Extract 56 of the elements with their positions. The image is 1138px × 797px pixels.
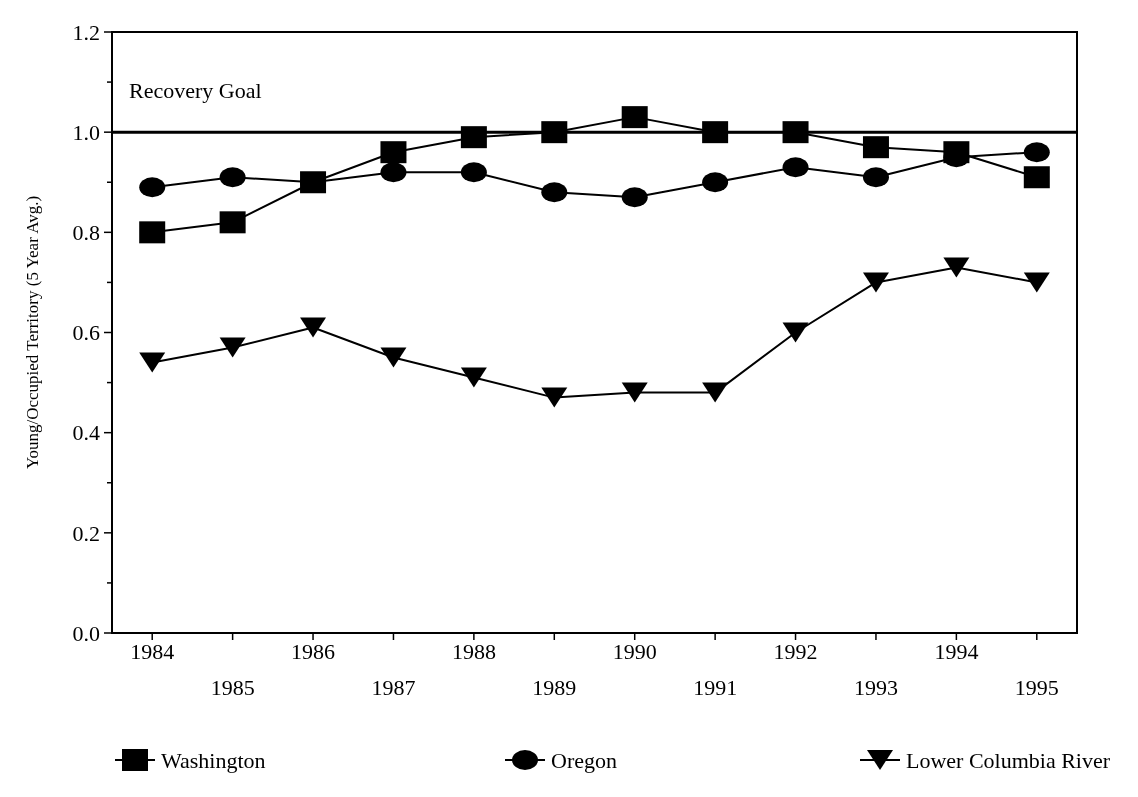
x-tick-label: 1995	[1014, 675, 1059, 700]
point	[219, 211, 246, 234]
point	[139, 221, 166, 244]
y-tick-label: 0.6	[72, 320, 100, 346]
point	[1023, 166, 1050, 189]
x-tick-label: 1988	[451, 639, 496, 664]
point	[862, 167, 889, 188]
point	[219, 337, 246, 358]
x-tick-label: 1991	[693, 675, 738, 700]
y-tick-label: 1.0	[72, 119, 100, 145]
x-tick-label: 1993	[853, 675, 898, 700]
legend-label: Oregon	[551, 747, 617, 773]
point	[1023, 142, 1050, 163]
point	[782, 322, 809, 343]
point	[862, 136, 889, 159]
point	[460, 126, 487, 149]
y-tick-label: 0.0	[72, 620, 100, 646]
x-tick-label: 1992	[773, 639, 818, 664]
x-tick-label: 1994	[934, 639, 979, 664]
y-axis-title: Young/Occupied Territory (5 Year Avg.)	[23, 195, 42, 470]
point	[702, 172, 729, 193]
point	[219, 167, 246, 188]
point	[782, 157, 809, 178]
x-tick-label: 1989	[532, 675, 577, 700]
point	[139, 352, 166, 373]
point	[380, 141, 407, 164]
point	[380, 162, 407, 183]
point	[621, 382, 648, 403]
point	[541, 182, 568, 203]
point	[943, 257, 970, 278]
point	[782, 121, 809, 144]
y-tick-label: 1.2	[72, 19, 100, 45]
x-tick-label: 1985	[210, 675, 255, 700]
point	[862, 272, 889, 293]
y-tick-label: 0.8	[72, 220, 100, 246]
point	[702, 121, 729, 144]
x-tick-label: 1986	[291, 639, 336, 664]
point	[541, 121, 568, 144]
legend-label: Lower Columbia River	[906, 747, 1111, 773]
point	[300, 317, 327, 338]
point	[702, 382, 729, 403]
x-tick-label: 1987	[371, 675, 416, 700]
point	[621, 187, 648, 208]
point	[541, 387, 568, 408]
x-tick-label: 1984	[130, 639, 175, 664]
y-tick-label: 0.4	[72, 420, 100, 446]
ref-line-label: Recovery Goal	[129, 78, 262, 104]
legend-label: Washington	[161, 747, 266, 773]
x-tick-label: 1990	[612, 639, 657, 664]
point	[621, 106, 648, 129]
point	[460, 367, 487, 388]
point	[380, 347, 407, 368]
point	[460, 162, 487, 183]
y-tick-label: 0.2	[72, 520, 100, 546]
point	[139, 177, 166, 198]
point	[1023, 272, 1050, 293]
